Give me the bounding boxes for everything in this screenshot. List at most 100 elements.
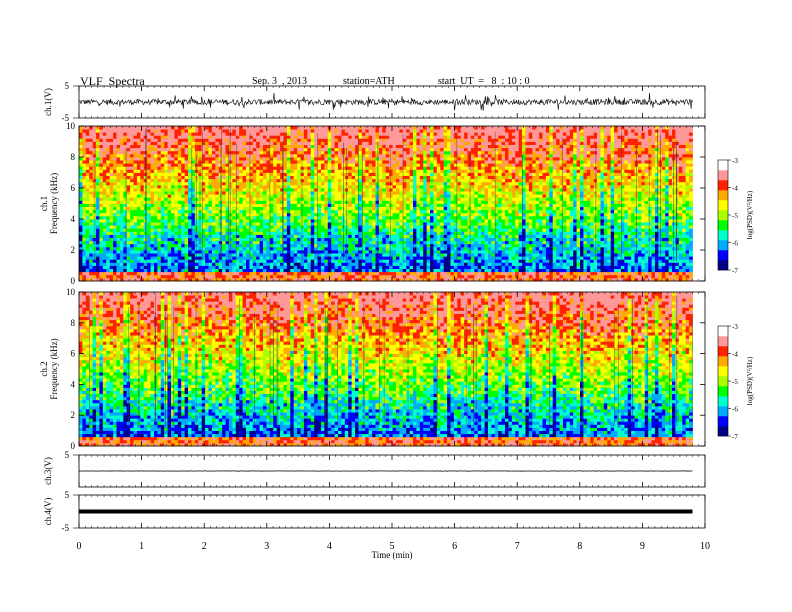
- spectrogram-cell: [249, 246, 254, 251]
- spectrogram-cell: [286, 253, 291, 257]
- spectrogram-cell: [89, 163, 94, 167]
- spectrogram-cell: [167, 277, 172, 282]
- spectrogram-cell: [286, 126, 291, 130]
- spectrogram-cell: [109, 237, 114, 242]
- spectrogram-cell: [297, 250, 301, 254]
- spectrogram-cell: [102, 259, 107, 263]
- spectrogram-cell: [171, 259, 175, 263]
- spectrogram-cell: [256, 246, 261, 251]
- spectrogram-cell: [174, 240, 179, 245]
- spectrogram-cell: [348, 184, 353, 189]
- spectrogram-cell: [150, 212, 155, 217]
- spectrogram-cell: [317, 150, 322, 155]
- spectrogram-cell: [109, 231, 114, 235]
- spectrogram-cell: [310, 132, 315, 136]
- spectrogram-cell: [334, 150, 339, 155]
- spectrogram-cell: [334, 194, 339, 198]
- spectrogram-cell: [378, 268, 383, 273]
- spectrogram-cell: [174, 277, 179, 282]
- spectrogram-cell: [89, 240, 94, 245]
- spectrogram-cell: [389, 212, 393, 217]
- spectrogram-cell: [140, 219, 145, 223]
- spectrogram-cell: [85, 184, 90, 189]
- spectrogram-cell: [303, 228, 308, 232]
- spectrogram-cell: [136, 253, 141, 257]
- spectrogram-cell: [338, 150, 342, 155]
- spectrogram-cell: [205, 153, 209, 158]
- spectrogram-cell: [130, 265, 134, 269]
- spectrogram-cell: [184, 240, 189, 245]
- spectrogram-cell: [232, 246, 237, 251]
- spectrogram-cell: [113, 265, 117, 269]
- spectrogram-cell: [157, 271, 162, 276]
- spectrogram-cell: [143, 271, 148, 276]
- spectrogram-cell: [276, 228, 281, 232]
- spectrogram-cell: [280, 184, 284, 189]
- spectrogram-cell: [392, 157, 397, 161]
- spectrogram-cell: [382, 178, 387, 183]
- spectrogram-cell: [96, 129, 100, 133]
- spectrogram-cell: [126, 262, 131, 266]
- spectrogram-cell: [232, 172, 237, 176]
- spectrogram-cell: [252, 160, 257, 164]
- spectrogram-cell: [372, 250, 376, 254]
- spectrogram-cell: [147, 274, 151, 279]
- spectrogram-cell: [402, 274, 407, 279]
- spectrogram-cell: [351, 126, 356, 130]
- spectrogram-cell: [153, 200, 158, 204]
- spectrogram-cell: [205, 231, 209, 235]
- spectrogram-cell: [385, 274, 390, 279]
- spectrogram-cell: [297, 172, 301, 176]
- spectrogram-cell: [368, 188, 373, 192]
- spectrogram-cell: [242, 191, 247, 195]
- spectrogram-cell: [259, 144, 264, 149]
- spectrogram-cell: [232, 188, 237, 192]
- spectrogram-cell: [160, 150, 165, 155]
- spectrogram-cell: [293, 215, 298, 220]
- spectrogram-cell: [246, 215, 250, 220]
- spectrogram-cell: [215, 157, 220, 161]
- spectrogram-cell: [119, 147, 124, 152]
- spectrogram-cell: [249, 234, 254, 238]
- spectrogram-cell: [280, 197, 284, 201]
- spectrogram-cell: [99, 246, 104, 251]
- spectrogram-cell: [297, 141, 301, 145]
- spectrogram-cell: [392, 212, 397, 217]
- spectrogram-cell: [201, 225, 206, 229]
- spectrogram-cell: [123, 172, 128, 176]
- spectrogram-cell: [99, 268, 104, 273]
- spectrogram-cell: [201, 157, 206, 161]
- spectrogram-cell: [351, 197, 356, 201]
- spectrogram-cell: [140, 209, 145, 214]
- spectrogram-cell: [136, 191, 141, 195]
- spectrogram-cell: [205, 274, 209, 279]
- spectrogram-cell: [194, 197, 199, 201]
- spectrogram-cell: [297, 129, 301, 133]
- spectrogram-cell: [191, 243, 196, 248]
- spectrogram-cell: [113, 206, 117, 211]
- spectrogram-cell: [225, 172, 230, 176]
- spectrogram-cell: [215, 200, 220, 204]
- spectrogram-cell: [385, 240, 390, 245]
- spectrogram-cell: [85, 169, 90, 173]
- spectrogram-cell: [320, 166, 325, 170]
- spectrogram-cell: [177, 160, 182, 164]
- spectrogram-cell: [181, 274, 186, 279]
- spectrogram-cell: [92, 129, 97, 133]
- spectrogram-cell: [249, 228, 254, 232]
- spectrogram-cell: [164, 197, 169, 201]
- spectrogram-cell: [157, 144, 162, 149]
- spectrogram-cell: [177, 138, 182, 142]
- spectrogram-cell: [150, 163, 155, 167]
- spectrogram-cell: [327, 178, 332, 183]
- spectrogram-cell: [113, 209, 117, 214]
- spectrogram-cell: [99, 206, 104, 211]
- spectrogram-cell: [133, 212, 138, 217]
- spectrogram-cell: [82, 219, 87, 223]
- spectrogram-cell: [286, 166, 291, 170]
- spectrogram-cell: [96, 243, 100, 248]
- spectrogram-cell: [116, 222, 121, 226]
- spectrogram-cell: [102, 184, 107, 189]
- spectrogram-cell: [174, 163, 179, 167]
